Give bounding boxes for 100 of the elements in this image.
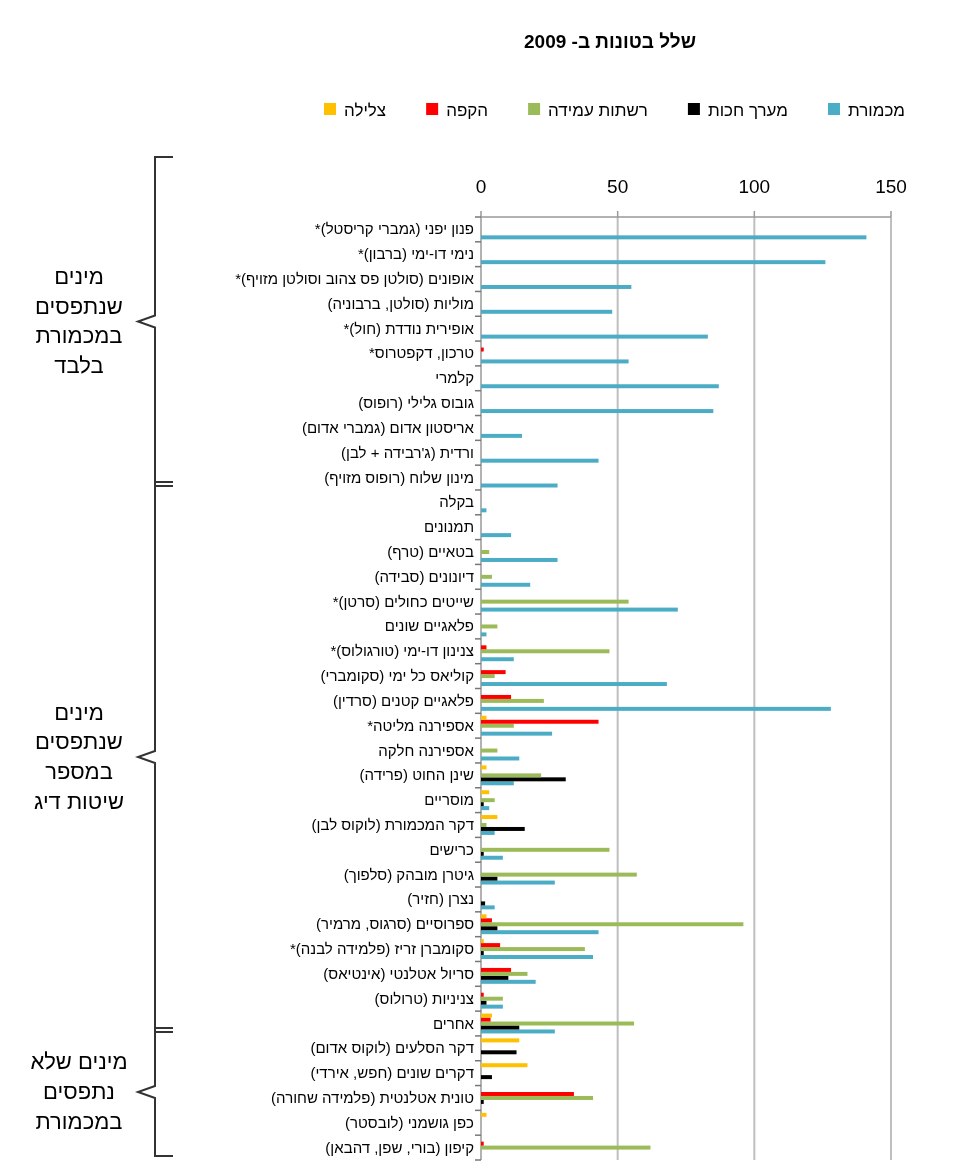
- bar: [481, 926, 498, 931]
- y-tick-label: אחרים: [432, 1014, 475, 1032]
- bar: [481, 790, 490, 795]
- bar: [481, 947, 585, 952]
- bar: [481, 1092, 574, 1096]
- bar: [481, 723, 514, 728]
- y-tick-label: פלאגיים שונים: [384, 617, 474, 635]
- bar: [481, 334, 708, 339]
- y-tick-label: קלמרי: [435, 369, 475, 387]
- bar: [481, 719, 599, 724]
- y-tick-label: פנון יפני (גמברי קריסטל)*: [314, 220, 474, 238]
- y-tick-label: בקלה: [439, 493, 475, 511]
- bar: [481, 309, 613, 314]
- bar: [481, 694, 512, 699]
- bar: [481, 943, 501, 948]
- bar: [481, 1013, 492, 1018]
- bar: [481, 235, 867, 240]
- bar: [481, 347, 484, 352]
- y-tick-label: דיונונים (סבידה): [374, 567, 474, 585]
- bar: [481, 1141, 484, 1146]
- bar: [481, 359, 629, 364]
- bar: [481, 384, 719, 389]
- bar: [481, 1145, 651, 1150]
- y-tick-label: פלאגיים קטנים (סרדין): [332, 691, 474, 709]
- bar: [481, 823, 487, 827]
- bar: [481, 285, 632, 289]
- y-tick-label: מינון שלוח (רופוס מזויף): [324, 468, 474, 486]
- y-tick-label: אריסטון אדום (גמברי אדום): [301, 418, 475, 436]
- text: מינים שנתפסים במכמורת בלבד: [34, 263, 124, 381]
- bar: [481, 599, 629, 604]
- bar: [481, 670, 506, 675]
- bar: [481, 574, 492, 579]
- bar: [481, 1099, 484, 1104]
- bar: [481, 582, 531, 587]
- bar: [481, 914, 487, 919]
- y-tick-label: צנינון דו-ימי (טורגולוס)*: [330, 642, 474, 660]
- bar: [481, 967, 512, 972]
- bar: [481, 851, 484, 856]
- y-tick-label: כרישים: [429, 840, 475, 858]
- bar: [481, 1063, 528, 1068]
- bar: [481, 777, 566, 782]
- y-tick-label: ורדית (ג'רבידה + לבן): [341, 443, 474, 461]
- y-tick-label: מוליות (סולטן, ברבוניה): [327, 294, 474, 312]
- bar: [481, 433, 522, 438]
- bar: [481, 649, 610, 654]
- bar: [481, 905, 495, 910]
- legend-label: מערך חכות: [707, 101, 788, 120]
- y-tick-label: גובוס גלילי (רופוס): [358, 394, 474, 412]
- bar: [481, 955, 594, 959]
- y-tick-label: דקרים שונים (חפש, אירדי): [310, 1064, 474, 1082]
- y-tick-label: אספירנה חלקה: [378, 741, 475, 759]
- bar: [481, 855, 503, 860]
- bar: [481, 773, 542, 778]
- bar: [481, 1029, 555, 1034]
- legend-label: צלילה: [344, 101, 387, 120]
- y-tick-label: דקר הסלעים (לוקוס אדום): [310, 1039, 474, 1057]
- bar: [481, 781, 514, 786]
- bar: [481, 682, 667, 687]
- x-tick-label: 0: [475, 176, 487, 197]
- bar: [481, 815, 498, 820]
- bar: [481, 971, 528, 976]
- text: מינים שלא נתפסים במכמורת: [29, 1048, 129, 1136]
- y-tick-label: בטאיים (טרף): [387, 543, 475, 561]
- bar: [481, 930, 599, 935]
- bar: [481, 1000, 487, 1005]
- y-tick-label: תמנונים: [423, 518, 474, 536]
- bar: [481, 872, 637, 877]
- bar: [481, 802, 484, 807]
- bar: [481, 533, 512, 538]
- bar: [481, 847, 610, 852]
- y-tick-label: שינן החוט (פרידה): [359, 766, 475, 784]
- y-tick-label: כפן גושמני (לובסטר): [345, 1113, 475, 1131]
- legend-label: הקפה: [446, 101, 489, 120]
- y-tick-label: טונית אטלנטית (פלמידה שחורה): [271, 1088, 474, 1106]
- bar: [481, 1112, 487, 1117]
- bar: [481, 922, 744, 927]
- bar: [481, 698, 544, 703]
- bar: [481, 1075, 492, 1080]
- x-tick-label: 150: [875, 176, 907, 197]
- y-tick-label: אופירית נודדת (חול)*: [343, 319, 475, 337]
- bar: [481, 748, 498, 753]
- bar: [481, 918, 492, 923]
- bar: [481, 458, 599, 463]
- bar: [481, 731, 553, 736]
- bar: [481, 756, 520, 761]
- y-tick-label: טרכון, דקפטרוס*: [368, 344, 474, 362]
- bar: [481, 826, 525, 831]
- bar: [481, 830, 495, 835]
- bar: [481, 1038, 520, 1043]
- bar: [481, 1004, 503, 1009]
- bar: [481, 798, 495, 803]
- y-tick-label: ספרוסיים (סרגוס, מרמיר): [315, 915, 475, 933]
- bar: [481, 901, 486, 906]
- bar: [481, 876, 498, 881]
- bar: [481, 951, 484, 956]
- bar: [481, 979, 536, 984]
- y-tick-label: סקומברן זריז (פלמידה לבנה)*: [289, 940, 475, 958]
- y-tick-label: צניניות (טרולוס): [374, 989, 474, 1007]
- y-tick-label: סריול אטלנטי (אינטיאס): [323, 964, 475, 982]
- bar: [481, 880, 555, 885]
